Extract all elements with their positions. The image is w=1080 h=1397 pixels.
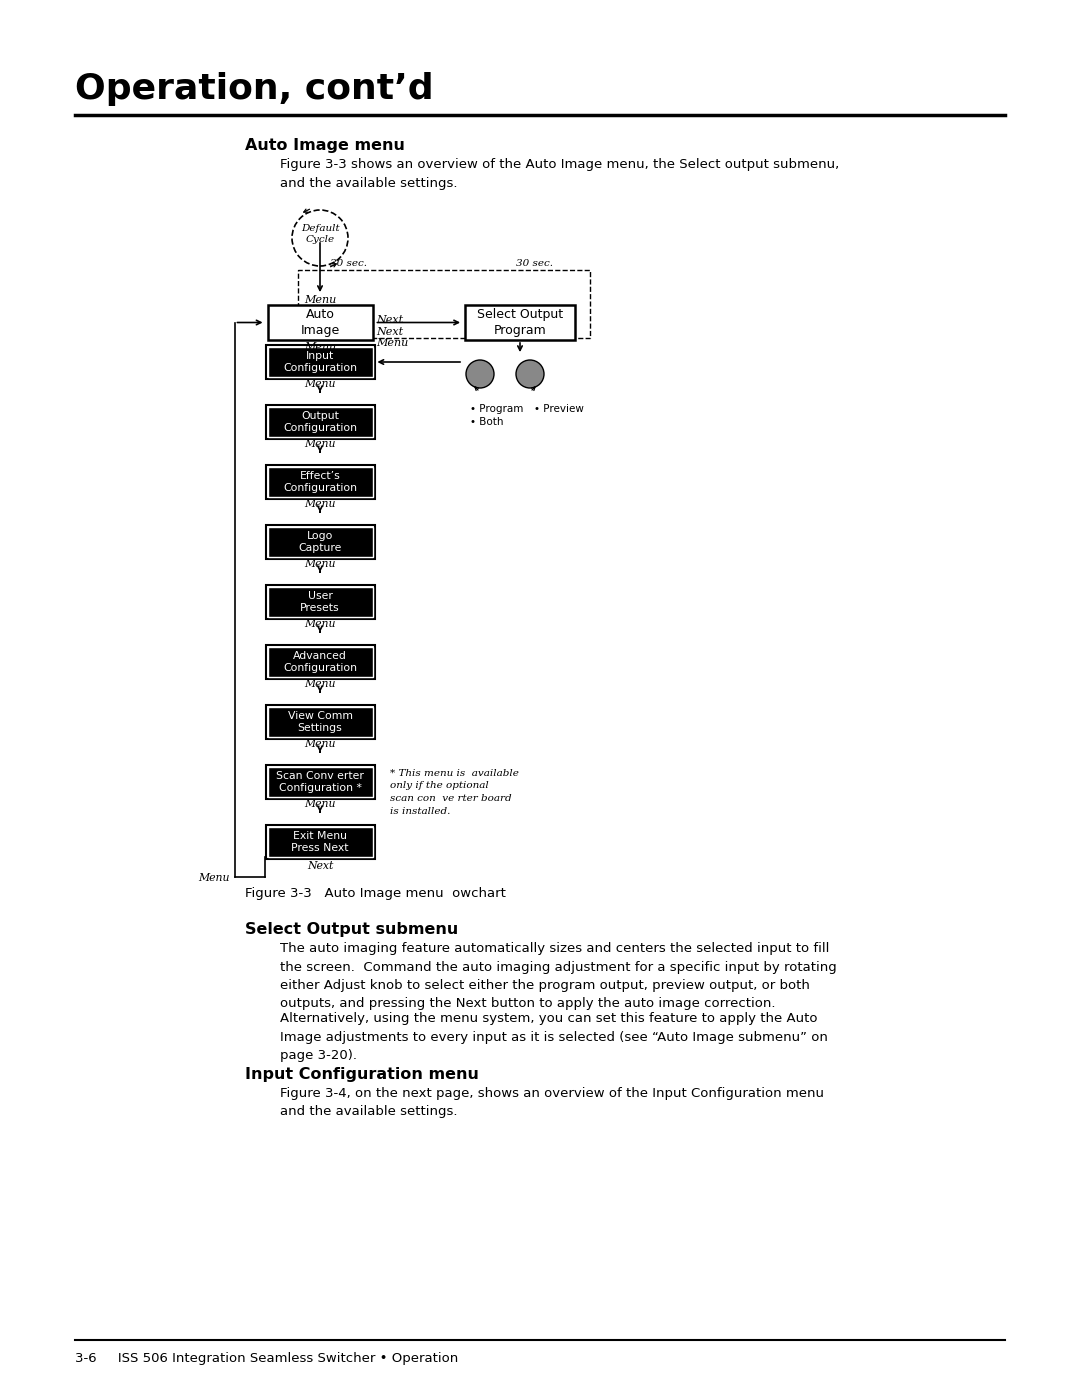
Text: • Preview: • Preview <box>534 404 584 414</box>
FancyBboxPatch shape <box>268 527 373 557</box>
Text: * This menu is  available
only if the optional
scan con  ve rter board
is instal: * This menu is available only if the opt… <box>391 768 519 816</box>
Text: Effect’s
Configuration: Effect’s Configuration <box>283 471 357 493</box>
FancyBboxPatch shape <box>268 467 373 497</box>
Text: Menu: Menu <box>303 295 336 305</box>
Text: Alternatively, using the menu system, you can set this feature to apply the Auto: Alternatively, using the menu system, yo… <box>280 1011 828 1062</box>
Text: Input
Configuration: Input Configuration <box>283 351 357 373</box>
FancyBboxPatch shape <box>465 305 575 339</box>
Text: Menu: Menu <box>305 799 336 809</box>
Text: • Program
• Both: • Program • Both <box>470 404 524 427</box>
Text: Advanced
Configuration: Advanced Configuration <box>283 651 357 673</box>
Text: Figure 3-3 shows an overview of the Auto Image menu, the Select output submenu,
: Figure 3-3 shows an overview of the Auto… <box>280 158 839 190</box>
Text: Figure 3-4, on the next page, shows an overview of the Input Configuration menu
: Figure 3-4, on the next page, shows an o… <box>280 1087 824 1119</box>
Circle shape <box>516 360 544 388</box>
FancyBboxPatch shape <box>268 587 373 617</box>
Text: Menu: Menu <box>305 559 336 569</box>
Text: Auto Image menu: Auto Image menu <box>245 138 405 154</box>
Text: Operation, cont’d: Operation, cont’d <box>75 73 434 106</box>
FancyBboxPatch shape <box>268 767 373 798</box>
Text: Output
Configuration: Output Configuration <box>283 411 357 433</box>
Text: Select Output submenu: Select Output submenu <box>245 922 458 937</box>
Text: Figure 3-3   Auto Image menu  owchart: Figure 3-3 Auto Image menu owchart <box>245 887 505 900</box>
Text: 30 sec.: 30 sec. <box>516 258 553 268</box>
Circle shape <box>465 360 494 388</box>
Text: Select Output
Program: Select Output Program <box>477 307 563 337</box>
Text: Menu: Menu <box>305 379 336 388</box>
FancyBboxPatch shape <box>268 305 373 339</box>
Text: Exit Menu
Press Next: Exit Menu Press Next <box>292 831 349 854</box>
Text: The auto imaging feature automatically sizes and centers the selected input to f: The auto imaging feature automatically s… <box>280 942 837 1010</box>
Text: Menu: Menu <box>305 739 336 749</box>
FancyBboxPatch shape <box>268 647 373 678</box>
Text: Menu: Menu <box>303 342 336 352</box>
Text: Input Configuration menu: Input Configuration menu <box>245 1067 478 1083</box>
FancyBboxPatch shape <box>268 827 373 856</box>
Text: Logo
Capture: Logo Capture <box>298 531 341 553</box>
Text: Menu: Menu <box>305 619 336 629</box>
Text: Next: Next <box>377 314 404 326</box>
Text: Next: Next <box>307 861 334 870</box>
Text: User
Presets: User Presets <box>300 591 340 613</box>
Text: 30 sec.: 30 sec. <box>330 258 367 268</box>
Text: Menu: Menu <box>305 439 336 448</box>
Text: Menu: Menu <box>377 338 408 348</box>
Text: Scan Conv erter
Configuration *: Scan Conv erter Configuration * <box>276 771 364 793</box>
Text: Auto
Image: Auto Image <box>300 307 339 337</box>
Text: Menu: Menu <box>198 873 229 883</box>
FancyBboxPatch shape <box>268 407 373 437</box>
Text: View Comm
Settings: View Comm Settings <box>287 711 352 733</box>
FancyBboxPatch shape <box>268 707 373 738</box>
FancyBboxPatch shape <box>268 346 373 377</box>
Text: Default
Cycle: Default Cycle <box>300 224 339 244</box>
Text: Next: Next <box>377 327 404 337</box>
Text: 3-6     ISS 506 Integration Seamless Switcher • Operation: 3-6 ISS 506 Integration Seamless Switche… <box>75 1352 458 1365</box>
Text: Menu: Menu <box>305 499 336 509</box>
Text: Menu: Menu <box>305 679 336 689</box>
